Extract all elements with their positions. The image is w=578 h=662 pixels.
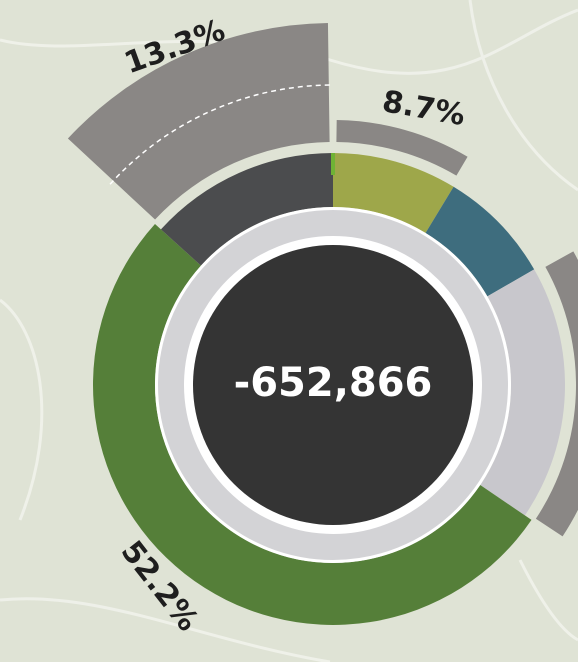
outer-band: [336, 120, 468, 176]
center-disc: [193, 245, 473, 525]
segment: [333, 153, 454, 233]
segment: [160, 153, 333, 266]
inner-ring: [158, 210, 508, 560]
outer-band: [535, 251, 578, 537]
divider: [109, 84, 334, 185]
top-marker: [331, 153, 335, 175]
segment: [480, 269, 565, 516]
segment: [92, 224, 532, 626]
center-value: -652,866: [234, 360, 433, 406]
outer-band: [67, 23, 330, 220]
rings: [67, 23, 578, 626]
segment: [425, 186, 535, 297]
